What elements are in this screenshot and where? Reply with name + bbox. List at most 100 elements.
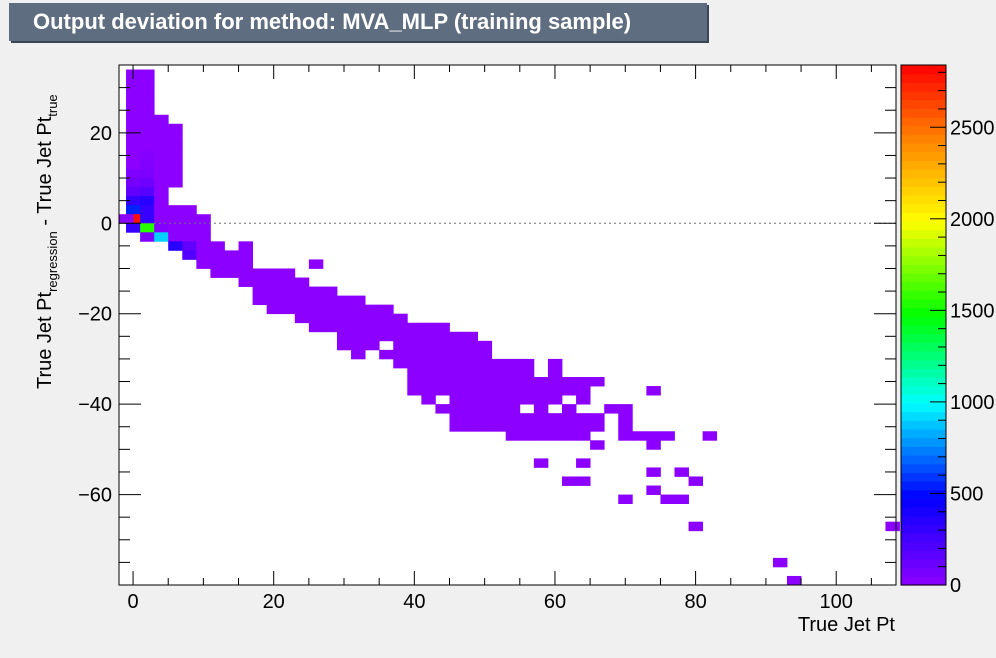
heatmap-cell (463, 331, 479, 342)
palette-tick-label: 1000 (950, 392, 995, 414)
heatmap-cell (336, 313, 352, 324)
heatmap-cell (196, 259, 211, 269)
heatmap-cell (393, 349, 408, 360)
palette-band (901, 203, 946, 213)
heatmap-cell (505, 422, 521, 432)
heatmap-cell (421, 358, 436, 369)
palette-band (901, 498, 946, 508)
palette-band (901, 567, 946, 577)
palette-band (901, 455, 946, 465)
heatmap-cell (533, 395, 549, 405)
heatmap-cell (336, 331, 352, 342)
heatmap-cell (379, 349, 394, 360)
heatmap-cell (322, 313, 338, 324)
heatmap-cell (379, 313, 394, 324)
heatmap-cell (477, 404, 493, 414)
palette-band (901, 507, 946, 517)
heatmap-cell (576, 458, 591, 468)
heatmap-cell (154, 232, 169, 242)
heatmap-cell (491, 358, 507, 369)
heatmap-cell (407, 331, 422, 342)
heatmap-cell (365, 331, 380, 342)
palette-band (901, 463, 946, 473)
heatmap-cell (238, 277, 253, 287)
heatmap-cell (576, 413, 591, 423)
heatmap-cell (154, 214, 169, 224)
palette-band (901, 481, 946, 491)
heatmap-cell (477, 422, 493, 432)
palette-band (901, 385, 946, 395)
heatmap-cell (168, 178, 183, 188)
heatmap-cell (885, 521, 900, 532)
heatmap-cell (576, 422, 591, 432)
heatmap-cell (126, 223, 141, 233)
palette-band (901, 290, 946, 300)
palette-band (901, 489, 946, 499)
heatmap-cell (407, 340, 422, 351)
heatmap-cell (435, 349, 450, 360)
chart-title: Output deviation for method: MVA_MLP (tr… (9, 3, 707, 41)
heatmap-cell (421, 386, 436, 396)
heatmap-cell (491, 395, 507, 405)
heatmap-cell (168, 223, 183, 233)
heatmap-cell (393, 340, 408, 351)
heatmap-cell (294, 286, 310, 297)
palette-band (901, 160, 946, 170)
palette-tick-label: 2000 (950, 209, 995, 231)
heatmap-cell (477, 395, 493, 405)
palette-band (901, 73, 946, 83)
heatmap-cell (435, 377, 450, 387)
heatmap-cell (449, 413, 464, 423)
heatmap-cell (294, 277, 310, 287)
heatmap-cell (351, 295, 366, 306)
heatmap-cell (421, 322, 436, 333)
heatmap-cell (238, 250, 253, 260)
heatmap-cell (435, 404, 450, 414)
heatmap-cell (140, 232, 155, 242)
heatmap-cell (196, 250, 211, 260)
heatmap-cell (590, 413, 605, 423)
x-axis-ticks: 0 20 40 60 80 100 (128, 65, 872, 613)
heatmap-cell (140, 69, 155, 79)
palette-band (901, 446, 946, 456)
heatmap-cell (393, 322, 408, 333)
heatmap-cell (126, 132, 141, 143)
heatmap-cell (576, 377, 591, 387)
palette-band (901, 541, 946, 551)
heatmap-cell (182, 250, 197, 260)
heatmap-cell (449, 331, 464, 342)
heatmap-cell (119, 214, 134, 224)
y-tick-label: 0 (101, 213, 112, 235)
heatmap-cell (351, 304, 366, 315)
heatmap-cell (126, 196, 141, 206)
y-tick-label: 20 (90, 123, 112, 145)
heatmap-cell (140, 205, 155, 215)
heatmap-cell (280, 277, 296, 287)
heatmap-cell (154, 123, 169, 134)
heatmap-cell (294, 295, 310, 306)
heatmap-cell (702, 431, 718, 441)
heatmap-cell (126, 187, 141, 197)
heatmap-cell (562, 431, 577, 441)
heatmap-cell (618, 422, 633, 432)
heatmap-cell (407, 386, 422, 396)
heatmap-cell (294, 313, 310, 324)
heatmap-cell (308, 304, 324, 315)
palette-tick-label: 2500 (950, 117, 995, 139)
heatmap-cell (280, 268, 296, 278)
heatmap-cell (491, 377, 507, 387)
heatmap-cell (463, 377, 479, 387)
heatmap-cell (449, 358, 464, 369)
heatmap-cell (421, 367, 436, 378)
palette-tick-label: 0 (950, 575, 961, 597)
heatmap-cell (140, 78, 155, 89)
heatmap-cell (505, 413, 521, 423)
palette-band (901, 420, 946, 430)
heatmap-cell (168, 159, 183, 170)
x-tick-label: 0 (128, 591, 139, 613)
heatmap-cell (505, 404, 521, 414)
palette-band (901, 221, 946, 231)
heatmap-cell (463, 404, 479, 414)
x-tick-label: 60 (544, 591, 566, 613)
heatmap-cell (435, 331, 450, 342)
